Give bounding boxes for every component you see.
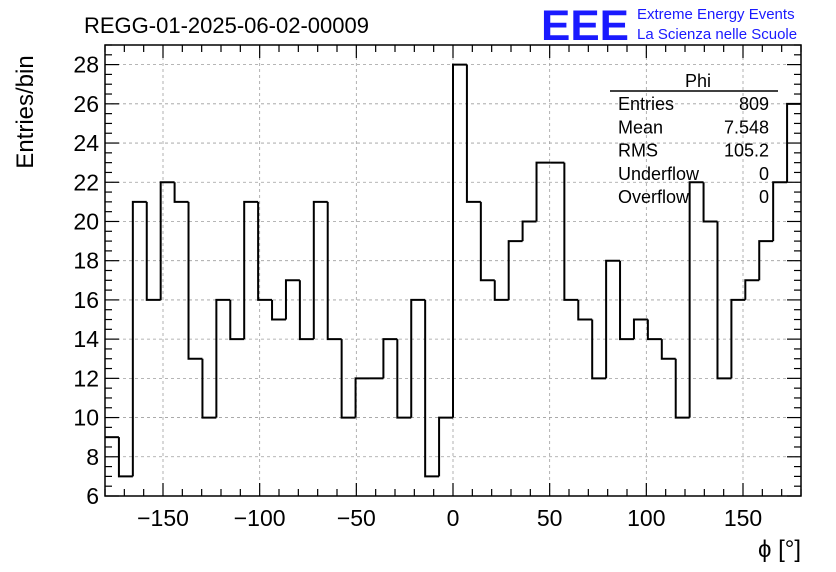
histogram-bin — [396, 339, 412, 419]
stats-value: 0 — [759, 164, 769, 184]
stats-label: Mean — [618, 117, 663, 137]
y-tick-label: 22 — [73, 169, 99, 195]
histogram-bin — [452, 63, 467, 418]
y-tick-label: 14 — [73, 326, 99, 352]
y-tick-label: 28 — [73, 52, 99, 78]
histogram-bin — [438, 416, 453, 477]
y-tick-label: 8 — [86, 444, 99, 470]
histogram-bin — [646, 319, 662, 341]
y-tick-label: 24 — [73, 130, 99, 156]
stats-value: 0 — [759, 187, 769, 207]
histogram-bin — [298, 280, 314, 341]
histogram-bin — [410, 298, 426, 418]
stats-box: Phi Entries 809 Mean 7.548 RMS 105.2 Underflow 0… — [610, 71, 778, 207]
histogram-bin — [284, 279, 300, 320]
histogram-bin — [354, 377, 370, 418]
x-tick-label: −50 — [337, 505, 376, 531]
histogram-bin — [744, 279, 760, 300]
histogram-bin — [117, 437, 133, 478]
histogram-bin — [632, 318, 648, 340]
histogram-bin — [702, 182, 718, 223]
x-tick-label: 150 — [724, 505, 762, 531]
histogram-bin — [229, 299, 245, 341]
y-tick-label: 18 — [73, 248, 99, 274]
logo-mark: EEE — [541, 2, 629, 50]
histogram-bin — [716, 221, 732, 380]
histogram-bin — [619, 260, 634, 341]
stats-value: 105.2 — [724, 141, 769, 161]
histogram-bin — [758, 240, 774, 281]
stats-title: Phi — [685, 71, 711, 91]
histogram-bin — [326, 201, 342, 341]
stats-label: Underflow — [618, 164, 700, 184]
histogram-bin — [271, 299, 286, 321]
histogram-bin — [201, 358, 217, 419]
y-tick-label: 12 — [73, 365, 99, 391]
chart-title: REGG-01-2025-06-02-00009 — [84, 13, 369, 38]
histogram-bin — [159, 181, 175, 300]
histogram-bin — [493, 280, 509, 301]
histogram-bars — [105, 63, 801, 478]
histogram-bin — [772, 181, 788, 242]
x-tick-label: −100 — [234, 505, 286, 531]
stats-label: Overflow — [618, 187, 690, 207]
logo-line-1: Extreme Energy Events — [637, 6, 795, 23]
stats-label: Entries — [618, 94, 674, 114]
histogram-bin — [187, 201, 203, 360]
y-axis-label: Entries/bin — [12, 55, 39, 168]
histogram-bin — [465, 64, 481, 203]
x-tick-label: 50 — [537, 505, 563, 531]
x-axis-label: ϕ [°] — [758, 536, 801, 563]
histogram-bin — [660, 339, 676, 360]
y-tick-label: 16 — [73, 287, 99, 313]
histogram-bin — [382, 338, 398, 379]
histogram-bin — [215, 298, 231, 418]
x-tick-label: −150 — [137, 505, 189, 531]
y-tick-label: 6 — [86, 483, 99, 509]
histogram-bin — [688, 181, 704, 418]
histogram-bin — [730, 298, 746, 379]
stats-label: RMS — [618, 141, 658, 161]
x-tick-labels: −150 −100 −50 0 50 100 150 — [137, 505, 762, 531]
y-tick-labels: 6 8 10 12 14 16 18 20 22 24 26 28 — [73, 52, 99, 509]
x-tick-label: 0 — [447, 505, 460, 531]
histogram-bin — [674, 358, 690, 419]
histogram-bin — [424, 299, 440, 478]
histogram-bin — [563, 162, 579, 301]
histogram-bin — [577, 299, 593, 321]
histogram-bin — [145, 201, 161, 301]
histogram-bin — [131, 200, 147, 477]
histogram-bin — [521, 220, 537, 242]
histogram-bin — [591, 319, 607, 380]
histogram-bin — [605, 259, 621, 379]
histogram-bin — [507, 240, 523, 300]
y-tick-label: 20 — [73, 208, 99, 234]
logo-line-2: La Scienza nelle Scuole — [637, 26, 797, 43]
histogram-bin — [257, 201, 273, 301]
histogram-bin — [312, 200, 328, 340]
histogram-bin — [243, 200, 259, 340]
y-tick-label: 10 — [73, 405, 99, 431]
histogram-bin — [535, 161, 551, 222]
axis-ticks — [104, 44, 802, 497]
histogram-bin — [479, 201, 495, 282]
stats-value: 7.548 — [724, 117, 769, 137]
x-tick-label: 100 — [627, 505, 665, 531]
y-tick-label: 26 — [73, 91, 99, 117]
stats-value: 809 — [739, 94, 769, 114]
eee-logo: EEE Extreme Energy Events La Scienza nel… — [541, 2, 797, 50]
histogram-bin — [340, 339, 356, 419]
histogram-bin — [173, 182, 189, 203]
